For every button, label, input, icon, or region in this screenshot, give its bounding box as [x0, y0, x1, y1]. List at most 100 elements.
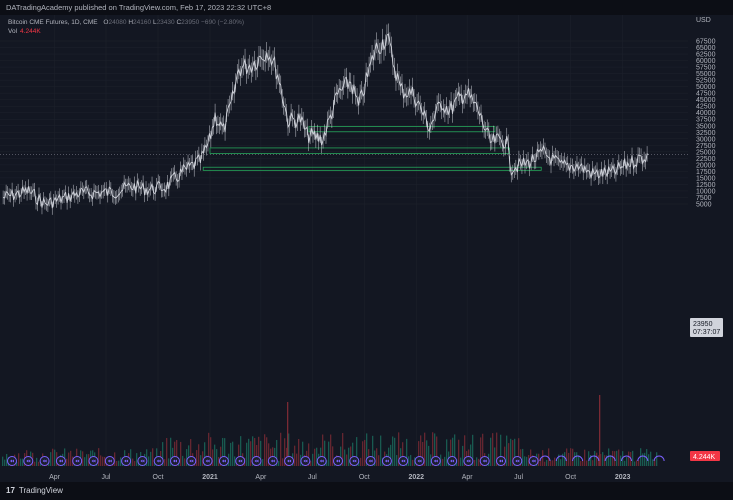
- event-marker-icon[interactable]: [316, 456, 327, 466]
- volume-bar: [434, 433, 436, 466]
- volume-bar: [282, 458, 284, 466]
- volume-bar: [628, 451, 630, 466]
- volume-bar: [324, 440, 326, 466]
- tradingview-brand[interactable]: 17 TradingView: [6, 486, 63, 495]
- volume-bar: [276, 439, 278, 466]
- event-marker-icon[interactable]: [137, 456, 148, 466]
- time-tick-label: Oct: [359, 474, 370, 481]
- volume-bar: [212, 449, 214, 466]
- volume-bar: [396, 455, 398, 466]
- price-tick-label: 35000: [696, 123, 716, 130]
- event-marker-icon[interactable]: [512, 456, 523, 466]
- volume-bar: [510, 438, 512, 466]
- volume-bar: [278, 460, 280, 466]
- time-tick-label: 2022: [409, 474, 425, 481]
- event-marker-icon[interactable]: [186, 456, 197, 466]
- price-tick-label: 17500: [696, 169, 716, 176]
- time-axis[interactable]: Apr Jul Oct 2021 Apr Jul Oct 2022 Apr Jul Oct 2023: [49, 474, 630, 481]
- price-badges: 23950 07:37:07 4.244K: [690, 318, 723, 461]
- volume-bar: [644, 452, 646, 466]
- support-zone: [209, 147, 510, 154]
- event-marker-icon[interactable]: [104, 456, 115, 466]
- event-marker-glyph: [26, 459, 31, 463]
- event-marker-icon[interactable]: [333, 456, 343, 466]
- event-marker-icon[interactable]: [218, 456, 229, 466]
- event-marker-icon[interactable]: [72, 456, 83, 466]
- volume-bar: [576, 452, 578, 466]
- volume-bar: [394, 437, 396, 466]
- event-marker-arc: [604, 455, 616, 462]
- event-marker-icon[interactable]: [447, 456, 458, 466]
- event-marker-icon[interactable]: [39, 456, 50, 466]
- event-markers[interactable]: [7, 455, 665, 466]
- price-tick-label: 50000: [696, 84, 716, 91]
- event-marker-icon[interactable]: [170, 456, 180, 466]
- volume-bar: [446, 439, 448, 466]
- volume-bar: [524, 456, 526, 466]
- volume-badge: [690, 451, 720, 461]
- volume-bar: [428, 445, 430, 466]
- volume-bar: [596, 452, 598, 466]
- time-tick-label: Apr: [462, 474, 474, 481]
- event-marker-icon[interactable]: [284, 456, 295, 466]
- volume-bar: [642, 453, 644, 466]
- event-marker-icon[interactable]: [496, 456, 506, 466]
- event-marker-icon[interactable]: [381, 456, 392, 466]
- event-marker-icon[interactable]: [414, 456, 425, 466]
- volume-bar: [256, 445, 258, 466]
- volume-bar: [584, 449, 586, 466]
- event-marker-icon[interactable]: [300, 456, 311, 466]
- volume-bar: [372, 435, 374, 466]
- event-marker-icon[interactable]: [153, 456, 164, 466]
- event-marker-glyph: [319, 459, 324, 463]
- volume-bar: [362, 441, 364, 466]
- event-marker-icon[interactable]: [235, 456, 246, 466]
- volume-bar: [250, 441, 252, 466]
- event-marker-icon[interactable]: [121, 456, 132, 466]
- event-marker-icon[interactable]: [463, 456, 474, 466]
- volume-bar: [120, 457, 122, 466]
- volume-bar: [136, 453, 138, 466]
- volume-bar: [70, 450, 72, 466]
- volume-bar: [558, 454, 560, 466]
- event-marker-icon[interactable]: [528, 456, 539, 466]
- volume-bar: [102, 456, 104, 466]
- price-tick-label: 27500: [696, 143, 716, 150]
- event-marker-icon[interactable]: [267, 456, 278, 466]
- volume-bar: [174, 441, 176, 466]
- volume-bar: [462, 445, 464, 466]
- grid: [0, 15, 688, 466]
- current-price-badge: [690, 318, 723, 337]
- symbol-title[interactable]: Bitcoin CME Futures, 1D, CME: [8, 19, 98, 26]
- top-bar: [0, 0, 733, 15]
- event-marker-arc: [555, 455, 567, 462]
- volume-bar: [170, 437, 172, 466]
- event-marker-icon[interactable]: [55, 456, 66, 466]
- event-marker-icon[interactable]: [398, 456, 409, 466]
- event-marker-icon[interactable]: [251, 456, 262, 466]
- volume-bar: [650, 451, 652, 466]
- volume-bar: [16, 461, 18, 466]
- volume-bar: [544, 461, 546, 466]
- event-marker-icon[interactable]: [7, 456, 17, 466]
- volume-bar: [612, 450, 614, 466]
- volume-bar: [238, 444, 240, 466]
- time-tick-label: Jul: [308, 474, 317, 481]
- volume-bar: [604, 455, 606, 466]
- event-marker-icon[interactable]: [479, 456, 490, 466]
- price-tick-label: 22500: [696, 156, 716, 163]
- event-marker-icon[interactable]: [23, 456, 34, 466]
- event-marker-icon[interactable]: [430, 456, 441, 466]
- event-marker-icon[interactable]: [365, 456, 376, 466]
- volume-bar: [116, 461, 118, 466]
- event-marker-icon[interactable]: [88, 456, 99, 466]
- event-marker-glyph: [140, 459, 145, 463]
- price-series: [0, 23, 688, 215]
- volume-bar: [184, 458, 186, 466]
- volume-bar: [186, 449, 188, 466]
- event-marker-icon[interactable]: [349, 456, 360, 466]
- event-marker-icon[interactable]: [202, 456, 213, 466]
- price-axis[interactable]: USD 675006500062500600005750055000525005…: [696, 17, 716, 209]
- event-marker-glyph: [270, 459, 275, 463]
